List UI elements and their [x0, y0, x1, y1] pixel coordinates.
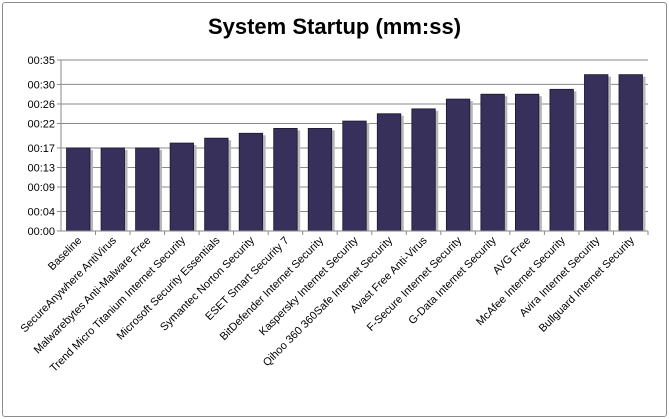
bar — [515, 93, 540, 232]
bar — [66, 147, 91, 232]
bar — [584, 74, 609, 232]
bar — [169, 142, 194, 232]
y-tick-label: 00:26 — [27, 99, 55, 111]
y-tick-label: 00:30 — [27, 79, 55, 91]
bar — [445, 98, 471, 232]
chart-title: System Startup (mm:ss) — [207, 14, 462, 39]
bar — [411, 108, 436, 232]
y-tick-label: 00:17 — [27, 143, 55, 155]
bar — [273, 127, 298, 232]
bar — [480, 93, 505, 232]
bar — [342, 120, 367, 232]
bar — [618, 74, 643, 232]
bar — [549, 88, 574, 232]
bar — [376, 113, 402, 232]
y-tick-label: 00:22 — [27, 119, 55, 131]
bar — [238, 132, 264, 232]
x-category-label: Qihoo 360 360Safe Internet Security — [261, 234, 396, 369]
bar — [135, 147, 160, 232]
bar — [204, 137, 229, 232]
bar — [100, 147, 125, 232]
y-tick-label: 00:09 — [27, 182, 55, 194]
y-tick-label: 00:35 — [27, 55, 55, 67]
y-tick-label: 00:04 — [27, 206, 55, 218]
y-tick-label: 00:13 — [27, 162, 55, 174]
y-tick-label: 00:00 — [27, 226, 55, 238]
bar — [307, 127, 333, 232]
